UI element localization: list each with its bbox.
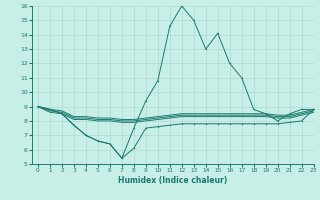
X-axis label: Humidex (Indice chaleur): Humidex (Indice chaleur) [118, 176, 228, 185]
